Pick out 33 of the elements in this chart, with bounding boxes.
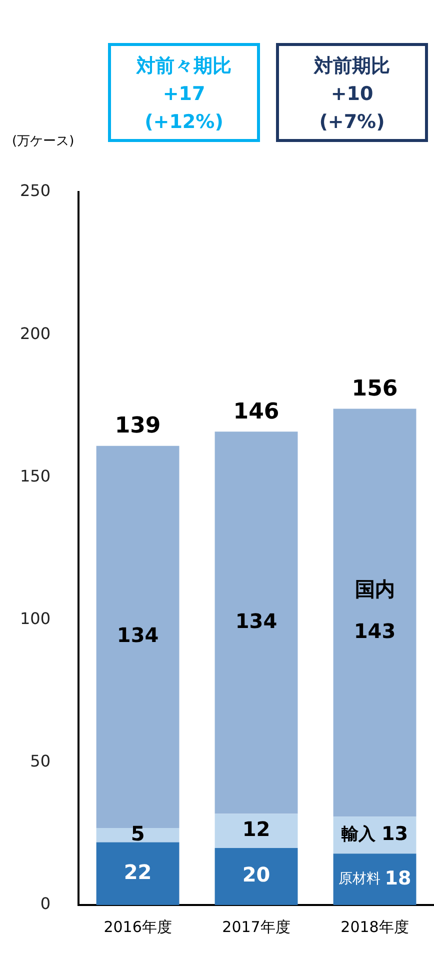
bar: [96, 842, 180, 905]
y-tick-label: 250: [20, 181, 51, 200]
annotation: 146: [233, 399, 280, 424]
bar: [96, 828, 180, 842]
text: 対前々期比 +17 (+12%): [108, 43, 260, 142]
x-tick-label: 2016年度: [104, 918, 172, 936]
bar: [214, 432, 298, 814]
y-tick-label: 100: [20, 608, 51, 628]
y-tick-label: 50: [30, 752, 51, 771]
data-label: 13: [381, 823, 408, 846]
series-label: 輸入: [340, 824, 377, 845]
data-label: 12: [242, 817, 270, 842]
bar: [214, 848, 298, 905]
y-tick-label: 200: [20, 324, 51, 343]
y-tick-label: 0: [40, 894, 51, 914]
annotation: 156: [352, 376, 398, 402]
series-label: 原材料: [338, 870, 380, 887]
y-axis-title: (万ケース): [12, 133, 74, 150]
series-label: 国内: [354, 576, 395, 601]
data-label: 134: [116, 623, 159, 648]
bar: [333, 408, 416, 817]
data-label: 18: [384, 867, 412, 890]
y-tick-label: 150: [20, 466, 51, 486]
data-label: 134: [235, 608, 278, 633]
x-tick-label: 2017年度: [222, 918, 290, 936]
text: 対前期比 +10 (+7%): [276, 43, 428, 142]
bar: [214, 814, 298, 848]
data-label: 143: [354, 618, 396, 643]
x-tick-label: 2018年度: [340, 918, 409, 936]
data-label: 20: [242, 862, 270, 887]
annotation: 139: [114, 414, 161, 439]
data-label: 22: [124, 860, 152, 884]
data-label: 5: [130, 821, 145, 846]
